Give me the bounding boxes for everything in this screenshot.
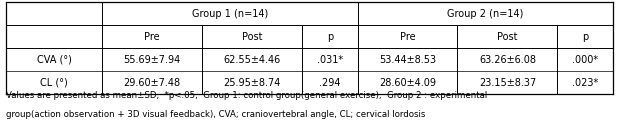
Text: 62.55±4.46: 62.55±4.46 — [223, 55, 281, 65]
Text: 29.60±7.48: 29.60±7.48 — [124, 78, 181, 88]
Text: Post: Post — [497, 32, 517, 42]
Text: 53.44±8.53: 53.44±8.53 — [379, 55, 436, 65]
Text: Pre: Pre — [400, 32, 415, 42]
Text: Group 2 (n=14): Group 2 (n=14) — [447, 9, 524, 19]
Text: .294: .294 — [319, 78, 340, 88]
Text: 23.15±8.37: 23.15±8.37 — [478, 78, 536, 88]
Text: .000*: .000* — [572, 55, 598, 65]
Text: CVA (°): CVA (°) — [37, 55, 72, 65]
Text: .023*: .023* — [572, 78, 598, 88]
Text: 25.95±8.74: 25.95±8.74 — [223, 78, 281, 88]
Text: .031*: .031* — [317, 55, 343, 65]
Text: p: p — [582, 32, 588, 42]
Text: group(action observation + 3D visual feedback), CVA; craniovertebral angle, CL; : group(action observation + 3D visual fee… — [6, 110, 426, 119]
Text: Values are presented as mean±SD,  *p<.05,  Group 1: control group(general exerci: Values are presented as mean±SD, *p<.05,… — [6, 91, 487, 100]
Text: p: p — [327, 32, 333, 42]
Text: 55.69±7.94: 55.69±7.94 — [124, 55, 181, 65]
Text: 28.60±4.09: 28.60±4.09 — [379, 78, 436, 88]
Text: Pre: Pre — [144, 32, 160, 42]
Text: 63.26±6.08: 63.26±6.08 — [479, 55, 536, 65]
Text: Group 1 (n=14): Group 1 (n=14) — [192, 9, 268, 19]
Text: CL (°): CL (°) — [40, 78, 68, 88]
Text: Post: Post — [242, 32, 262, 42]
